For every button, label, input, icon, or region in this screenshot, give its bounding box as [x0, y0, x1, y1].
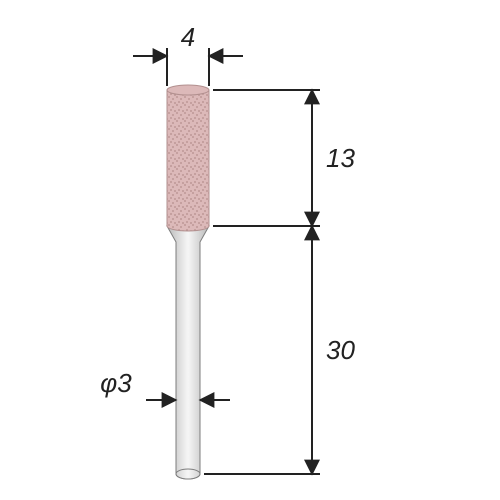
dim-width-label: 4 [181, 22, 195, 52]
dim-diameter-label: φ3 [100, 368, 132, 398]
dim-shank-length-label: 30 [326, 335, 355, 365]
shank [167, 226, 209, 479]
grinding-head [167, 90, 209, 231]
technical-drawing: 4 13 30 φ3 [0, 0, 500, 500]
head-top-face [167, 85, 209, 95]
dim-head-height-label: 13 [326, 143, 355, 173]
